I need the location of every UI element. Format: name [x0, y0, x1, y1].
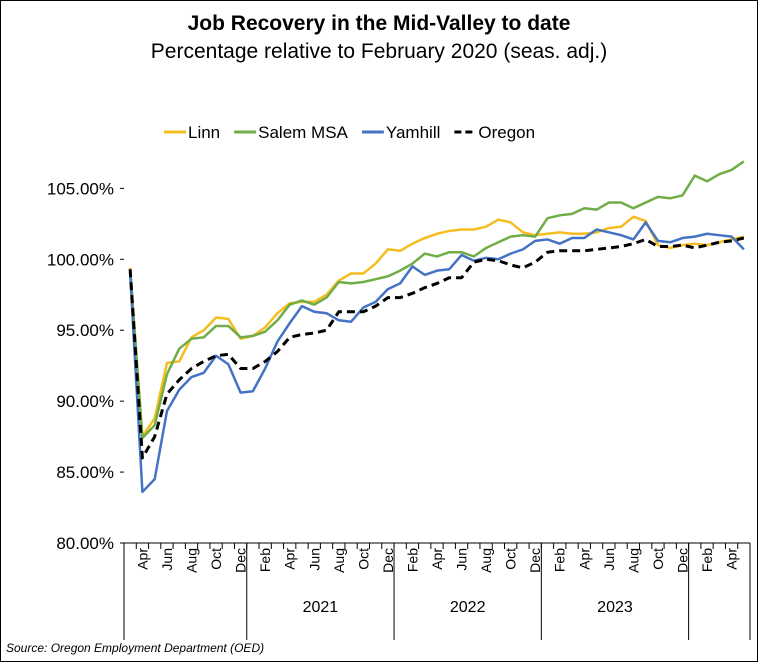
- x-tick-label: Aug: [478, 548, 494, 573]
- x-tick-label: Feb: [404, 548, 420, 572]
- x-tick-label: Aug: [184, 548, 200, 573]
- x-tick-label: Jun: [159, 548, 175, 571]
- series-line: [128, 160, 745, 440]
- y-tick-label: 105.00%: [47, 179, 114, 198]
- series-line: [128, 236, 745, 460]
- chart-subtitle: Percentage relative to February 2020 (se…: [151, 40, 607, 63]
- x-tick-label: Jun: [306, 548, 322, 571]
- x-tick-label: Dec: [527, 548, 543, 573]
- x-tick-label: Oct: [650, 548, 666, 570]
- chart-title: Job Recovery in the Mid-Valley to date: [188, 12, 571, 35]
- series-line: [128, 215, 745, 438]
- x-tick-label: Aug: [625, 548, 641, 573]
- x-tick-label: Feb: [552, 548, 568, 572]
- x-group-label: 2023: [597, 599, 633, 616]
- source-note: Source: Oregon Employment Department (OE…: [6, 641, 264, 655]
- x-tick-label: Feb: [257, 548, 273, 572]
- x-group-label: 2022: [450, 599, 486, 616]
- x-tick-label: Apr: [282, 548, 298, 570]
- y-tick-label: 90.00%: [56, 392, 114, 411]
- y-tick-label: 80.00%: [56, 534, 114, 553]
- y-tick-label: 85.00%: [56, 463, 114, 482]
- x-tick-label: Apr: [134, 548, 150, 570]
- x-tick-label: Aug: [331, 548, 347, 573]
- x-tick-label: Apr: [576, 548, 592, 570]
- series-line: [128, 221, 745, 494]
- y-tick-label: 100.00%: [47, 250, 114, 269]
- x-tick-label: Dec: [380, 548, 396, 573]
- x-tick-label: Feb: [699, 548, 715, 572]
- legend-label: Yamhill: [386, 123, 440, 142]
- x-tick-label: Apr: [429, 548, 445, 570]
- x-tick-label: Jun: [454, 548, 470, 571]
- x-tick-label: Oct: [355, 548, 371, 570]
- legend-label: Salem MSA: [258, 123, 348, 142]
- x-tick-label: Dec: [674, 548, 690, 573]
- x-group-label: 2021: [303, 599, 339, 616]
- x-tick-label: Dec: [233, 548, 249, 573]
- legend-label: Linn: [188, 123, 220, 142]
- x-tick-label: Apr: [724, 548, 740, 570]
- y-tick-label: 95.00%: [56, 321, 114, 340]
- legend-label: Oregon: [478, 123, 535, 142]
- x-tick-label: Jun: [601, 548, 617, 571]
- x-tick-label: Oct: [208, 548, 224, 570]
- x-tick-label: Oct: [503, 548, 519, 570]
